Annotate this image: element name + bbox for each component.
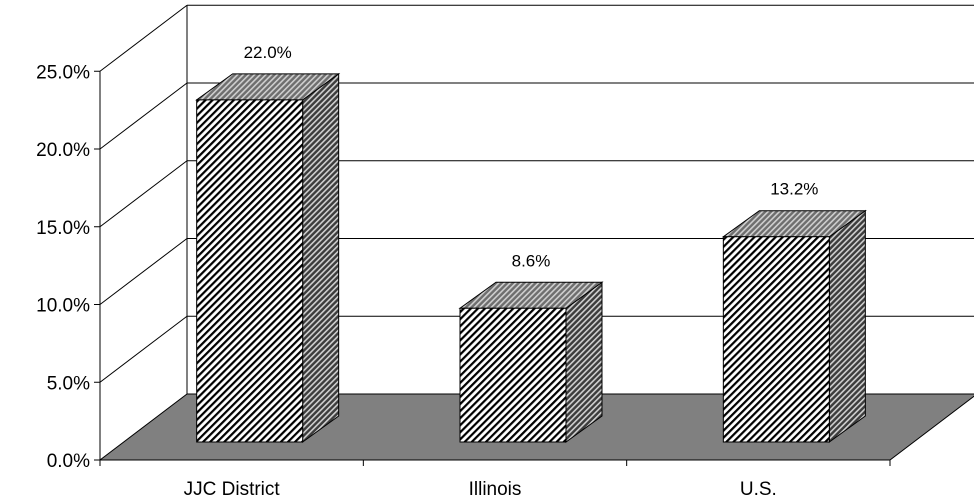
y-tick-label: 25.0% — [36, 62, 90, 83]
gridline-depth — [99, 82, 188, 150]
gridline-depth — [99, 4, 188, 72]
bars-layer — [195, 72, 867, 443]
gridline-depth — [99, 160, 188, 228]
x-category-label: Illinois — [469, 479, 522, 500]
gridline-depth — [99, 238, 188, 305]
y-tick-label: 5.0% — [47, 373, 90, 394]
bar-u-s- — [721, 209, 867, 443]
labels-layer: 0.0% 5.0% 10.0% 15.0% 20.0% 25.0% 22.0% JJC Dis… — [36, 43, 818, 500]
x-category-label: JJC District — [184, 479, 281, 500]
data-label: 22.0% — [244, 43, 292, 62]
gridline-depth — [99, 315, 188, 383]
bar-front — [196, 99, 304, 443]
y-tick-label: 20.0% — [36, 140, 90, 161]
bar-jjc-district — [195, 72, 341, 443]
bar-side — [565, 281, 603, 443]
bar-front — [722, 236, 830, 443]
y-tick-label: 10.0% — [36, 296, 90, 317]
y-tick-label: 0.0% — [47, 451, 90, 472]
bar-side — [828, 209, 866, 443]
x-category-label: U.S. — [740, 479, 777, 500]
bar-front — [459, 307, 567, 443]
data-label: 8.6% — [512, 251, 551, 270]
y-tick-label: 15.0% — [36, 218, 90, 239]
bar-illinois — [458, 281, 604, 443]
bar-side — [302, 72, 340, 443]
data-label: 13.2% — [770, 180, 818, 199]
